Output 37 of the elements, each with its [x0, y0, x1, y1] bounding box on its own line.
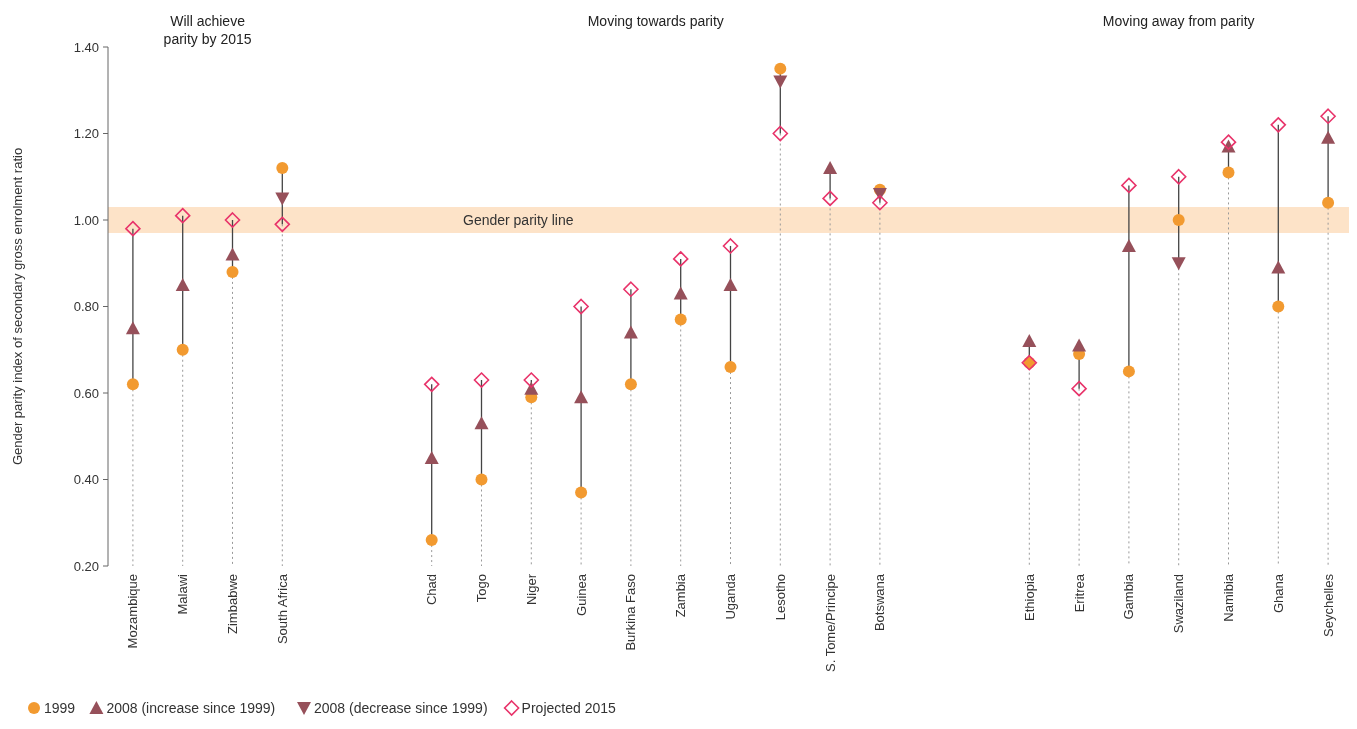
- y-tick-label: 1.40: [73, 39, 99, 55]
- x-tick-label: Lesotho: [772, 574, 788, 621]
- x-tick-label: Guinea: [573, 573, 589, 616]
- x-tick-label: Togo: [474, 574, 490, 603]
- annotation: Will achieve parity by 2015: [163, 13, 252, 47]
- x-tick-label: Malawi: [175, 573, 191, 615]
- legend-label: Projected 2015: [521, 700, 616, 716]
- x-tick-label: Zimbabwe: [225, 574, 241, 634]
- x-tick-label: Chad: [424, 574, 440, 606]
- legend-label: 2008 (increase since 1999): [106, 700, 276, 716]
- x-tick-label: Uganda: [723, 573, 739, 620]
- x-tick-label: Swaziland: [1171, 574, 1187, 634]
- legend-label: 1999: [44, 700, 76, 716]
- y-tick-label: 0.60: [73, 385, 99, 401]
- y-tick-label: 0.80: [73, 299, 99, 315]
- x-tick-label: Gambia: [1121, 573, 1137, 620]
- text: Moving away from parity: [1102, 13, 1255, 29]
- x-tick-label: Ghana: [1270, 573, 1286, 614]
- x-tick-label: Niger: [523, 573, 539, 606]
- y-tick-label: 1.20: [73, 126, 99, 142]
- y-axis-title: Gender parity index of secondary gross enrolment ratio: [10, 147, 25, 466]
- x-tick-label: Seychelles: [1320, 573, 1336, 637]
- y-tick-label: 0.20: [73, 558, 99, 574]
- x-tick-label: Zambia: [673, 573, 689, 618]
- x-tick-label: Eritrea: [1071, 573, 1087, 613]
- x-tick-label: Ethiopia: [1021, 573, 1037, 621]
- x-tick-label: Botswana: [872, 573, 888, 632]
- band-label: Gender parity line: [463, 211, 574, 228]
- x-tick-label: Namibia: [1221, 573, 1237, 622]
- x-tick-label: South Africa: [274, 573, 290, 645]
- x-tick-label: Mozambique: [125, 574, 141, 649]
- x-tick-label: S. Tome/Principe: [822, 574, 838, 673]
- x-tick-label: Burkina Faso: [623, 574, 639, 651]
- legend-label: 2008 (decrease since 1999): [314, 700, 488, 716]
- y-tick-label: 0.40: [73, 472, 99, 488]
- y-tick-label: 1.00: [73, 212, 99, 228]
- text: Moving towards parity: [587, 13, 724, 29]
